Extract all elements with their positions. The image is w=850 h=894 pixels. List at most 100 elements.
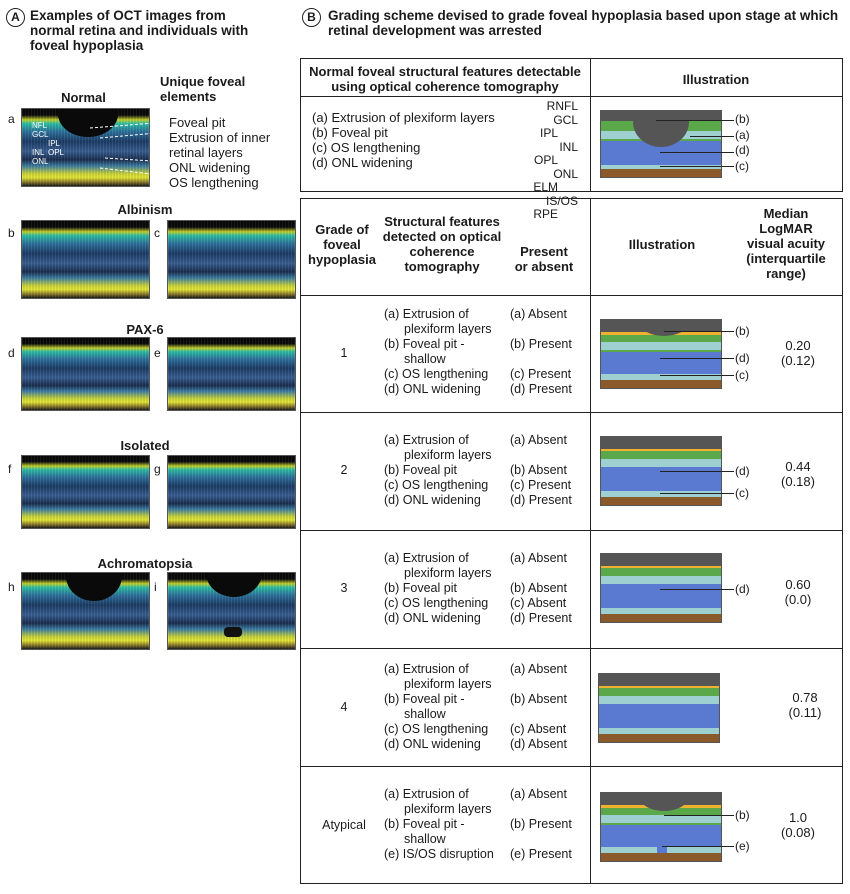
feature-line: (a) Extrusion of: [384, 787, 469, 801]
isos-layer: [601, 165, 721, 171]
grade1-illustration: [600, 319, 722, 389]
panel-b-badge: B: [302, 8, 321, 27]
isos-layer: [601, 491, 721, 497]
va-iqr: (0.12): [781, 353, 815, 368]
header-line: Grade of: [315, 222, 369, 237]
nuclear-layer: [601, 576, 721, 584]
foveal-pit-shape: [66, 573, 122, 601]
feature-line: (b) Foveal pit -: [384, 817, 465, 831]
feature-line: (c) OS lengthening: [384, 722, 489, 736]
pointer-line: [660, 375, 734, 376]
row-features: (a) Extrusion of plexiform layers (b) Fo…: [384, 787, 494, 862]
feature-item: (b) Foveal pit: [312, 125, 388, 140]
nuclear-layer: [599, 696, 719, 704]
status-line: (c) Present: [510, 478, 572, 492]
feature-line: (b) Foveal pit: [384, 581, 457, 595]
panel-b-title: Grading scheme devised to grade foveal h…: [328, 8, 843, 38]
feature-line: (e) IS/OS disruption: [384, 847, 494, 861]
header-line: LogMAR: [759, 221, 813, 236]
va-iqr: (0.11): [788, 705, 822, 720]
mark-label: (b): [735, 324, 750, 338]
table-divider: [300, 648, 842, 649]
isos-disruption-shape: [657, 846, 667, 853]
oct-letter: d: [8, 346, 15, 360]
oct-letter: c: [154, 226, 160, 240]
header-line: visual acuity: [746, 236, 826, 251]
feature-line: plexiform layers: [404, 448, 492, 462]
panel-b-title-line: retinal development was arrested: [328, 23, 542, 38]
feature-line: (d) ONL widening: [384, 493, 481, 507]
onl-layer: [601, 584, 721, 608]
layer-label: OPL: [533, 153, 558, 167]
pointer-line: [656, 120, 734, 121]
feature-line: (c) OS lengthening: [384, 367, 489, 381]
illustration-column-header: Illustration: [628, 237, 696, 252]
va-iqr: (0.08): [781, 825, 815, 840]
isos-layer: [601, 608, 721, 614]
layer-label: RPE: [533, 207, 558, 221]
mark-label: (a): [735, 127, 750, 142]
nuclear-layer: [601, 342, 721, 350]
status-line: (b) Absent: [510, 463, 567, 477]
grade4-illustration: [598, 673, 720, 743]
grade-value: 2: [340, 463, 348, 477]
va-median: 0.44: [785, 459, 811, 474]
layer-label: GCL: [32, 130, 49, 139]
nuclear-layer: [601, 459, 721, 467]
header-line: coherence: [409, 244, 475, 259]
normal-layer-labels: RNFL GCL IPL INL OPL ONL ELM IS/OS RPE: [520, 99, 578, 222]
mark-label: (c): [735, 486, 749, 500]
feature-item: (d) ONL widening: [312, 155, 413, 170]
va-iqr: (0.0): [784, 592, 812, 607]
header-line: Median: [763, 206, 809, 221]
grade-column-header: Grade of foveal hypoplasia: [304, 222, 380, 267]
pointer-line: [660, 471, 734, 472]
va-value: 0.20 (0.12): [760, 338, 836, 368]
row-status: (a) Absent (b) Absent (c) Absent (d) Abs…: [510, 662, 567, 752]
va-median: 0.20: [785, 338, 811, 353]
status-line: (b) Present: [510, 337, 572, 351]
mark-label: (d): [735, 351, 750, 365]
panel-b-title-line: Grading scheme devised to grade foveal h…: [328, 8, 839, 23]
pointer-line: [664, 331, 734, 332]
onl-layer: [601, 825, 721, 847]
layer-label: INL: [559, 139, 578, 154]
rpe-layer: [601, 614, 721, 622]
table-divider: [300, 295, 842, 296]
rpe-layer: [601, 169, 721, 177]
header-line: detected on optical: [382, 229, 502, 244]
table-divider: [590, 58, 591, 191]
layer-label: IS/OS: [545, 193, 578, 208]
nuclear-layer: [601, 815, 721, 823]
feature-item: (c) OS lengthening: [312, 140, 421, 155]
oct-letter: h: [8, 580, 15, 594]
normal-right-marks: (b) (a) (d) (c): [735, 112, 750, 174]
layer-label: GCL: [553, 112, 578, 127]
status-line: (a) Absent: [510, 433, 567, 447]
mark-label: (c): [735, 368, 749, 382]
pointer-line: [660, 589, 734, 590]
pointer-line: [660, 493, 734, 494]
oct-pax6-e: [167, 337, 296, 411]
feature-line: (b) Foveal pit -: [384, 692, 465, 706]
onl-layer: [601, 352, 721, 374]
foveal-pit-shape: [639, 320, 689, 336]
oct-letter: i: [154, 580, 157, 594]
va-value: 0.78 (0.11): [770, 690, 840, 720]
header-line: (interquartile: [746, 251, 826, 266]
oct-letter: g: [154, 462, 161, 476]
va-value: 0.60 (0.0): [760, 577, 836, 607]
pointer-line: [662, 846, 734, 847]
foveal-pit-shape: [639, 793, 689, 811]
rpe-layer: [601, 853, 721, 861]
status-line: (d) Present: [510, 382, 572, 396]
header-line: Present: [520, 244, 568, 259]
normal-pointer-lines: [89, 121, 169, 177]
oct-letter-a: a: [8, 112, 15, 126]
oct-albinism-b: [21, 220, 150, 299]
feature-line: (b) Foveal pit -: [384, 337, 465, 351]
oct-isolated-f: [21, 455, 150, 529]
feature-line: (a) Extrusion of: [384, 307, 469, 321]
table-divider: [300, 766, 842, 767]
feature-line: (d) ONL widening: [384, 382, 481, 396]
